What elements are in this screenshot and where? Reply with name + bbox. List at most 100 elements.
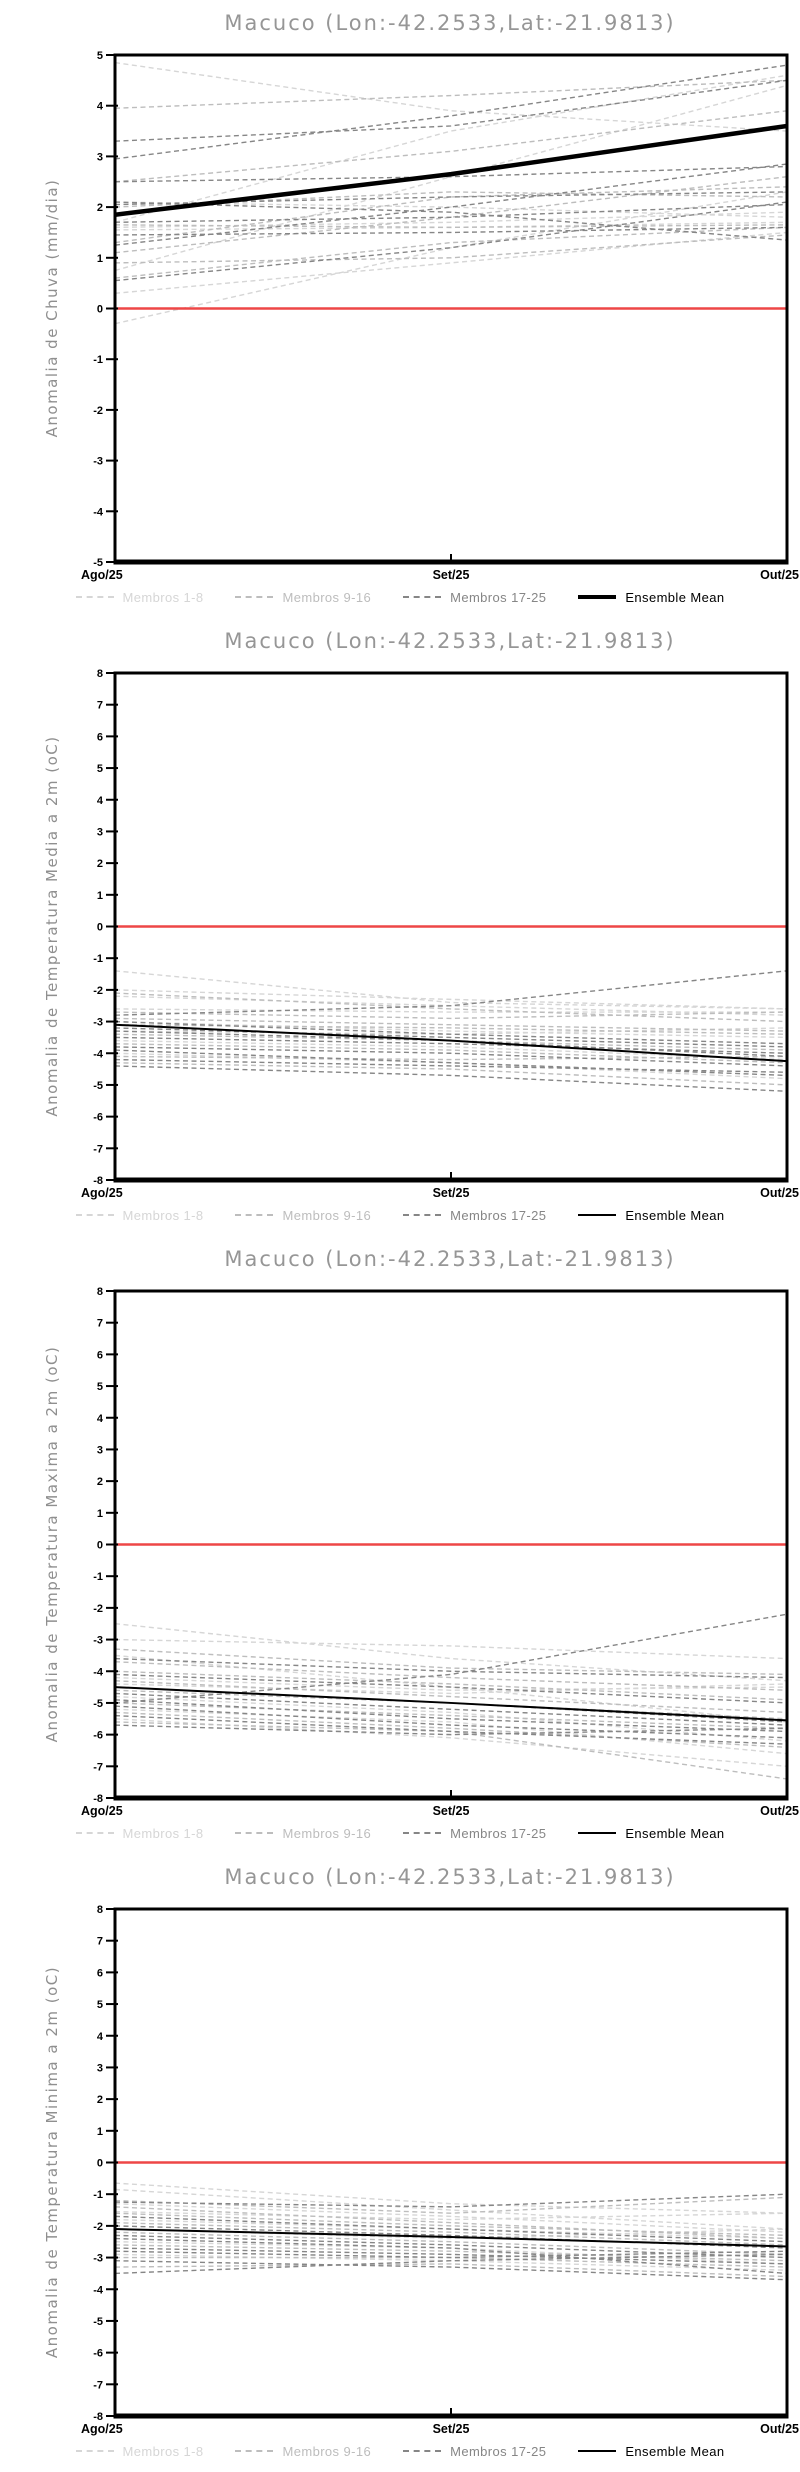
dashed-line-swatch xyxy=(235,2450,274,2452)
svg-text:3: 3 xyxy=(97,151,103,163)
solid-line-swatch xyxy=(578,1832,617,1834)
svg-text:-5: -5 xyxy=(93,2316,103,2328)
svg-text:Ago/25: Ago/25 xyxy=(81,1804,123,1818)
svg-text:Out/25: Out/25 xyxy=(760,1186,799,1200)
svg-text:-1: -1 xyxy=(93,1571,103,1583)
legend-item-members-17-25: Membros 17-25 xyxy=(403,2444,546,2459)
legend-item-members-17-25: Membros 17-25 xyxy=(403,1208,546,1223)
legend-label: Membros 17-25 xyxy=(450,2443,547,2459)
svg-text:-7: -7 xyxy=(93,1143,103,1155)
svg-text:2: 2 xyxy=(97,1476,103,1488)
legend-item-members-9-16: Membros 9-16 xyxy=(235,1826,371,1841)
svg-text:0: 0 xyxy=(97,922,103,934)
svg-text:2: 2 xyxy=(97,202,103,214)
svg-text:-3: -3 xyxy=(93,2253,103,2265)
legend-item-members-9-16: Membros 9-16 xyxy=(235,590,371,605)
svg-text:-5: -5 xyxy=(93,557,103,569)
svg-text:-4: -4 xyxy=(93,1048,104,1060)
y-axis-label: Anomalia de Temperatura Maxima a 2m (oC) xyxy=(43,1346,61,1743)
dashed-line-swatch xyxy=(235,1832,274,1834)
svg-text:-2: -2 xyxy=(93,2221,103,2233)
svg-text:-7: -7 xyxy=(93,2379,103,2391)
svg-text:Out/25: Out/25 xyxy=(760,2422,799,2436)
svg-text:-3: -3 xyxy=(93,1635,103,1647)
svg-text:Out/25: Out/25 xyxy=(760,568,799,582)
svg-text:Set/25: Set/25 xyxy=(433,1804,470,1818)
chart-block-mean-temperature-anomaly: Macuco (Lon:-42.2533,Lat:-21.9813) Anoma… xyxy=(0,618,800,1236)
svg-text:1: 1 xyxy=(97,890,103,902)
svg-text:6: 6 xyxy=(97,1349,103,1361)
svg-text:7: 7 xyxy=(97,1318,103,1330)
solid-line-swatch xyxy=(578,595,617,599)
svg-text:4: 4 xyxy=(97,1413,104,1425)
min-temperature-anomaly-chart: Macuco (Lon:-42.2533,Lat:-21.9813) Anoma… xyxy=(43,1865,799,2436)
svg-text:Out/25: Out/25 xyxy=(760,1804,799,1818)
svg-text:2: 2 xyxy=(97,2094,103,2106)
legend-label: Membros 9-16 xyxy=(282,1825,372,1841)
svg-text:-8: -8 xyxy=(93,1175,103,1187)
dashed-line-swatch xyxy=(403,2450,442,2452)
legend-item-members-17-25: Membros 17-25 xyxy=(403,590,546,605)
legend-label: Membros 1-8 xyxy=(122,1207,204,1223)
legend-label: Membros 1-8 xyxy=(122,2443,204,2459)
solid-line-swatch xyxy=(578,2450,617,2452)
dashed-line-swatch xyxy=(403,1214,442,1216)
svg-text:-4: -4 xyxy=(93,1666,104,1678)
dashed-line-swatch xyxy=(75,1832,114,1834)
dashed-line-swatch xyxy=(75,1214,114,1216)
svg-text:8: 8 xyxy=(97,1904,103,1916)
legend-label: Ensemble Mean xyxy=(625,589,725,605)
svg-text:8: 8 xyxy=(97,1286,103,1298)
legend: Membros 1-8 Membros 9-16 Membros 17-25 E… xyxy=(0,2442,800,2460)
legend-item-ensemble-mean: Ensemble Mean xyxy=(578,590,724,605)
svg-text:5: 5 xyxy=(97,50,103,62)
chart-block-max-temperature-anomaly: Macuco (Lon:-42.2533,Lat:-21.9813) Anoma… xyxy=(0,1236,800,1854)
svg-text:5: 5 xyxy=(97,763,103,775)
chart-block-min-temperature-anomaly: Macuco (Lon:-42.2533,Lat:-21.9813) Anoma… xyxy=(0,1854,800,2472)
svg-text:Set/25: Set/25 xyxy=(433,2422,470,2436)
svg-text:Ago/25: Ago/25 xyxy=(81,568,123,582)
svg-text:1: 1 xyxy=(97,1508,103,1520)
legend: Membros 1-8 Membros 9-16 Membros 17-25 E… xyxy=(0,1824,800,1842)
svg-text:-4: -4 xyxy=(93,506,104,518)
chart-title: Macuco (Lon:-42.2533,Lat:-21.9813) xyxy=(224,1247,675,1271)
legend-item-members-9-16: Membros 9-16 xyxy=(235,2444,371,2459)
svg-text:-8: -8 xyxy=(93,1793,103,1805)
svg-text:-7: -7 xyxy=(93,1761,103,1773)
svg-text:-1: -1 xyxy=(93,2189,103,2201)
chart-block-precipitation-anomaly: Macuco (Lon:-42.2533,Lat:-21.9813) Anoma… xyxy=(0,0,800,618)
legend-item-members-1-8: Membros 1-8 xyxy=(75,1826,204,1841)
svg-text:4: 4 xyxy=(97,2031,104,2043)
svg-text:0: 0 xyxy=(97,1540,103,1552)
legend-item-ensemble-mean: Ensemble Mean xyxy=(578,1826,724,1841)
legend-item-members-17-25: Membros 17-25 xyxy=(403,1826,546,1841)
svg-text:6: 6 xyxy=(97,731,103,743)
svg-text:-4: -4 xyxy=(93,2284,104,2296)
svg-text:7: 7 xyxy=(97,700,103,712)
legend: Membros 1-8 Membros 9-16 Membros 17-25 E… xyxy=(0,588,800,606)
legend-item-members-1-8: Membros 1-8 xyxy=(75,590,204,605)
svg-text:2: 2 xyxy=(97,858,103,870)
legend-item-members-1-8: Membros 1-8 xyxy=(75,2443,204,2459)
legend-item-members-9-16: Membros 9-16 xyxy=(235,1208,371,1223)
svg-text:-5: -5 xyxy=(93,1080,103,1092)
svg-text:Ago/25: Ago/25 xyxy=(81,1186,123,1200)
mean-temperature-anomaly-chart: Macuco (Lon:-42.2533,Lat:-21.9813) Anoma… xyxy=(43,629,799,1200)
chart-title: Macuco (Lon:-42.2533,Lat:-21.9813) xyxy=(224,629,675,653)
svg-text:0: 0 xyxy=(97,304,103,316)
svg-text:-2: -2 xyxy=(93,985,103,997)
dashed-line-swatch xyxy=(235,1214,274,1216)
svg-text:-2: -2 xyxy=(93,1603,103,1615)
svg-text:1: 1 xyxy=(97,253,103,265)
legend-item-ensemble-mean: Ensemble Mean xyxy=(578,1208,724,1223)
svg-text:-5: -5 xyxy=(93,1698,103,1710)
svg-text:-1: -1 xyxy=(93,354,103,366)
svg-text:4: 4 xyxy=(97,101,104,113)
svg-text:-3: -3 xyxy=(93,456,103,468)
svg-text:Ago/25: Ago/25 xyxy=(81,2422,123,2436)
legend-label: Membros 9-16 xyxy=(282,2443,372,2459)
legend-label: Ensemble Mean xyxy=(625,1825,725,1841)
legend-label: Ensemble Mean xyxy=(625,1207,725,1223)
chart-title: Macuco (Lon:-42.2533,Lat:-21.9813) xyxy=(224,1865,675,1889)
